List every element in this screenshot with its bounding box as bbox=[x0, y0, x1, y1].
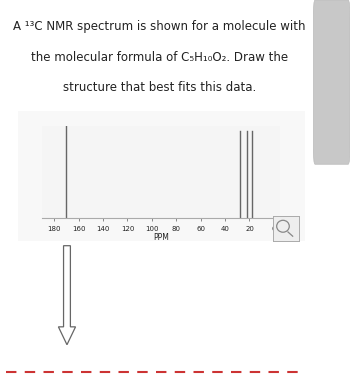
FancyBboxPatch shape bbox=[313, 0, 350, 164]
FancyBboxPatch shape bbox=[9, 107, 313, 244]
X-axis label: PPM: PPM bbox=[153, 233, 169, 243]
FancyArrow shape bbox=[58, 246, 76, 345]
Text: the molecular formula of C₅H₁₀O₂. Draw the: the molecular formula of C₅H₁₀O₂. Draw t… bbox=[31, 51, 288, 64]
Text: structure that best fits this data.: structure that best fits this data. bbox=[63, 81, 256, 94]
Text: A ¹³C NMR spectrum is shown for a molecule with: A ¹³C NMR spectrum is shown for a molecu… bbox=[13, 20, 306, 33]
